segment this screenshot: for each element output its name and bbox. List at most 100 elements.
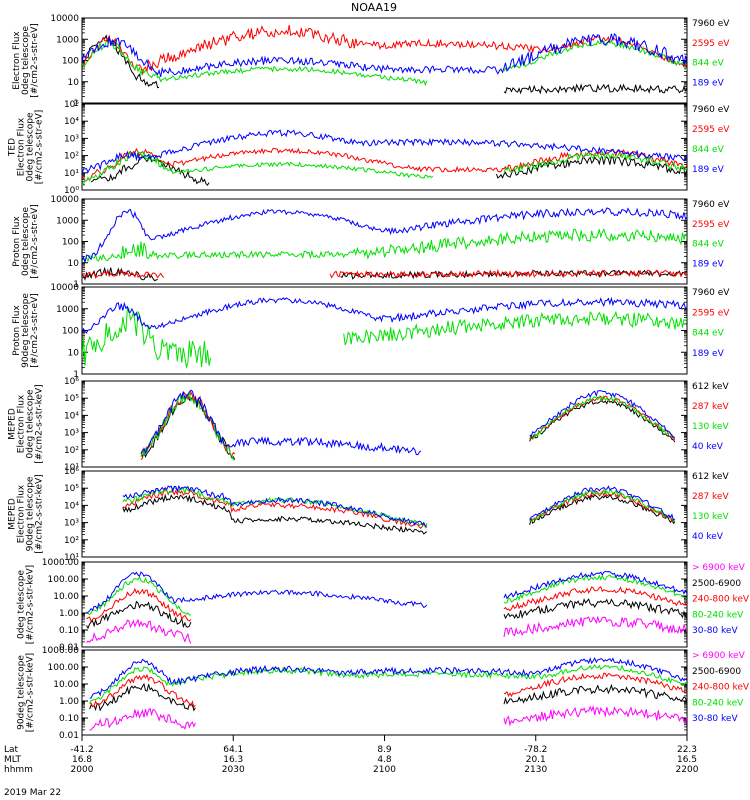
series-line: [90, 155, 687, 187]
x-tick-label: 2000: [71, 765, 94, 775]
panel-8: 0.01 0.10 1.00 10.00 100.00 1000.00 90deg tele…: [17, 646, 750, 741]
panel-frame: [81, 198, 688, 285]
x-tick-label: 2130: [524, 765, 547, 775]
series-line: [89, 657, 687, 699]
x-tick-label: -41.2: [70, 745, 93, 755]
legend-entry: 80-240 keV: [692, 610, 744, 620]
legend-entry: 612 keV: [692, 382, 729, 392]
y-axis-label: MEPED: [8, 408, 18, 440]
y-tick-label: 1000: [56, 35, 79, 45]
y-tick-label: 10³: [64, 134, 79, 144]
y-tick-label: 1000.00: [42, 646, 79, 656]
y-tick-label: 10³: [64, 519, 79, 529]
y-axis-label: Proton Flux: [12, 216, 22, 267]
series-line: [86, 574, 687, 616]
x-tick-label: -78.2: [524, 745, 547, 755]
legend-entry: 2595 eV: [692, 220, 730, 230]
series-line: [89, 705, 687, 731]
panel-7: 0.01 0.10 1.00 10.00 100.00 1000.00 0deg teles…: [17, 558, 750, 653]
y-axis-label: 0deg telescope: [26, 389, 36, 459]
y-tick-label: 100.00: [48, 663, 80, 673]
series-line: [86, 615, 687, 644]
legend-entry: > 6900 keV: [692, 651, 746, 661]
x-tick-label: 22.3: [677, 745, 697, 755]
legend-entry: 2595 eV: [692, 125, 730, 135]
panel-2: 10⁰ 10¹ 10² 10³ 10⁴ 10⁵ TED Electron Flux 0deg t…: [8, 100, 731, 196]
y-tick-label: 10000: [50, 14, 79, 24]
y-tick-label: 10000: [50, 195, 79, 205]
y-tick-label: 1: [73, 280, 79, 290]
series-line: [89, 672, 687, 709]
y-tick-label: 0.01: [59, 731, 79, 741]
legend-entry: 7960 eV: [692, 105, 730, 115]
legend-entry: 844 eV: [692, 145, 725, 155]
legend-entry: 189 eV: [692, 165, 725, 175]
y-axis-label: 0deg telescope: [17, 570, 27, 640]
legend-entry: 2595 eV: [692, 39, 730, 49]
y-axis-label: [#/cm2-s-str-keV]: [35, 384, 45, 463]
y-tick-label: 10¹: [64, 463, 79, 473]
legend-entry: 40 keV: [692, 532, 724, 542]
y-tick-label: 100.00: [48, 575, 80, 585]
legend-entry: 844 eV: [692, 329, 725, 339]
y-tick-label: 10⁵: [64, 394, 79, 404]
y-tick-label: 1000.00: [42, 558, 79, 568]
y-tick-label: 100: [62, 238, 79, 248]
series-line: [89, 682, 687, 712]
y-axis-label: 90deg telescope: [26, 476, 36, 551]
series-line: [82, 39, 687, 87]
chart-title: NOAA19: [351, 1, 397, 14]
y-axis-label: MEPED: [8, 498, 18, 530]
x-axis-date: 2019 Mar 22: [4, 788, 61, 798]
x-tick-label: 16.8: [72, 755, 92, 765]
legend-entry: 130 keV: [692, 512, 729, 522]
y-tick-label: 10¹: [64, 169, 79, 179]
x-tick-label: 16.5: [677, 755, 697, 765]
legend-entry: 7960 eV: [692, 200, 730, 210]
y-tick-label: 1.00: [59, 697, 79, 707]
y-axis-label: [#/cm2-s-str-eV]: [30, 293, 40, 368]
panel-6: 10¹ 10² 10³ 10⁴ 10⁵ 10⁶ MEPED Electron Flux 90de…: [8, 467, 730, 563]
y-axis-label: 0deg telescope: [21, 207, 31, 277]
y-axis-label: Electron Flux: [17, 394, 27, 453]
legend-entry: 30-80 keV: [692, 714, 738, 724]
series-line: [86, 570, 687, 614]
series-line: [82, 228, 687, 263]
y-axis-label: 90deg telescope: [17, 655, 27, 730]
y-axis-label: [#/cm2-s-str-keV]: [26, 653, 36, 732]
legend-entry: 240-800 keV: [692, 683, 750, 693]
legend-entry: 130 keV: [692, 422, 729, 432]
x-tick-label: 16.3: [223, 755, 243, 765]
y-tick-label: 1: [73, 99, 79, 109]
y-tick-label: 10⁵: [64, 484, 79, 494]
series-line: [82, 33, 687, 78]
series-line: [122, 493, 676, 535]
panel-5: 10¹ 10² 10³ 10⁴ 10⁵ 10⁶ MEPED Electron Flux 0deg…: [8, 377, 730, 473]
series-line: [89, 663, 687, 704]
y-axis-label: [#/cm2-s-str-keV]: [26, 565, 36, 644]
legend-entry: 2500-6900: [692, 667, 741, 677]
legend-entry: 844 eV: [692, 240, 725, 250]
y-tick-label: 0.10: [59, 714, 79, 724]
legend-entry: 287 keV: [692, 492, 729, 502]
panel-1: 1 10 100 1000 10000 Electron Flux 0deg telesco…: [12, 14, 730, 109]
panel-frame: [81, 380, 688, 468]
y-tick-label: 1: [73, 370, 79, 380]
y-tick-label: 10.00: [53, 592, 79, 602]
y-axis-label: Electron Flux: [17, 117, 27, 176]
y-tick-label: 10: [68, 78, 80, 88]
legend-entry: 189 eV: [692, 78, 725, 88]
series-line: [82, 268, 687, 279]
legend-entry: 2595 eV: [692, 308, 730, 318]
y-tick-label: 10¹: [64, 553, 79, 563]
y-tick-label: 10²: [64, 536, 79, 546]
legend-entry: 240-800 keV: [692, 595, 750, 605]
legend-entry: 7960 eV: [692, 288, 730, 298]
y-axis-label: Proton Flux: [12, 305, 22, 356]
x-tick-label: 2200: [676, 765, 699, 775]
x-tick-label: 2100: [373, 765, 396, 775]
panel-3: 1 10 100 1000 10000 Proton Flux 0deg telescope…: [12, 195, 730, 290]
y-tick-label: 10²: [64, 152, 79, 162]
legend-entry: 30-80 keV: [692, 626, 738, 636]
